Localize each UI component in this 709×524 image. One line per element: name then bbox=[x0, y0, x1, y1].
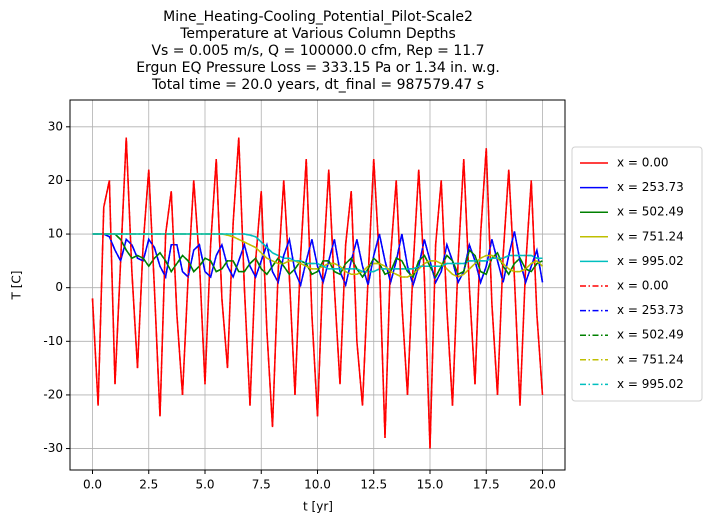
data-line bbox=[92, 231, 544, 288]
legend-label: x = 0.00 bbox=[617, 279, 669, 293]
legend-label: x = 253.73 bbox=[617, 303, 684, 317]
chart-title: Ergun EQ Pressure Loss = 333.15 Pa or 1.… bbox=[136, 60, 500, 76]
y-tick-label: -10 bbox=[43, 334, 63, 348]
chart-title: Total time = 20.0 years, dt_final = 9875… bbox=[151, 77, 484, 93]
legend-box bbox=[571, 146, 703, 402]
x-tick-label: 20.0 bbox=[529, 478, 556, 492]
legend-label: x = 751.24 bbox=[617, 352, 684, 366]
chart-title: Temperature at Various Column Depths bbox=[179, 26, 456, 42]
data-line bbox=[92, 233, 543, 279]
y-tick-label: 0 bbox=[55, 280, 63, 294]
x-tick-label: 17.5 bbox=[473, 478, 500, 492]
x-tick-label: 12.5 bbox=[360, 478, 387, 492]
legend-label: x = 995.02 bbox=[617, 254, 684, 268]
data-line bbox=[91, 137, 544, 449]
legend-label: x = 502.49 bbox=[617, 328, 684, 342]
lines bbox=[91, 137, 544, 449]
legend-label: x = 0.00 bbox=[617, 156, 669, 170]
y-tick-label: -30 bbox=[43, 441, 63, 455]
legend: x = 0.00 x = 253.73 x = 502.49 x = 751.24 x … bbox=[571, 146, 703, 402]
x-tick-label: 5.0 bbox=[195, 478, 214, 492]
y-axis-label: T [C] bbox=[10, 271, 24, 301]
x-tick-label: 7.5 bbox=[252, 478, 271, 492]
legend-label: x = 751.24 bbox=[617, 229, 684, 243]
data-line bbox=[92, 233, 543, 273]
x-axis-label: t [yr] bbox=[303, 500, 333, 514]
legend-label: x = 502.49 bbox=[617, 205, 684, 219]
x-tick-label: 0.0 bbox=[83, 478, 102, 492]
y-tick-label: -20 bbox=[43, 387, 63, 401]
legend-label: x = 995.02 bbox=[617, 377, 684, 391]
x-tick-label: 10.0 bbox=[304, 478, 331, 492]
chart-title: Vs = 0.005 m/s, Q = 100000.0 cfm, Rep = … bbox=[151, 43, 484, 59]
y-tick-label: 20 bbox=[48, 173, 63, 187]
axes: 0.0 2.5 5.0 7.5 10.0 12.5 15.0 17.5 20.0 -30 -20 -1… bbox=[43, 119, 555, 491]
y-tick-label: 30 bbox=[48, 119, 63, 133]
y-tick-label: 10 bbox=[48, 227, 63, 241]
chart-title: Mine_Heating-Cooling_Potential_Pilot-Sca… bbox=[163, 9, 473, 25]
x-tick-label: 2.5 bbox=[139, 478, 158, 492]
x-tick-label: 15.0 bbox=[417, 478, 444, 492]
legend-label: x = 253.73 bbox=[617, 180, 684, 194]
